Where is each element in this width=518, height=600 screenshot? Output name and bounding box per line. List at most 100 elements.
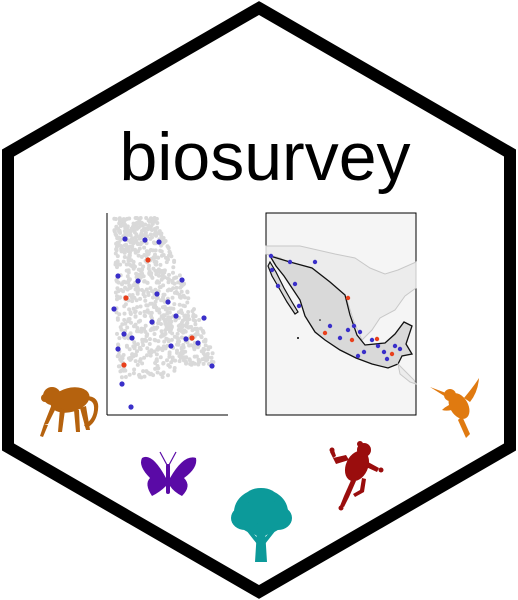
cloud-point [135, 342, 140, 347]
cloud-point [153, 303, 157, 308]
blue-points-right [268, 253, 403, 362]
blue-point [156, 239, 162, 245]
blue-point [287, 259, 293, 265]
cloud-point [197, 318, 202, 322]
red-point [189, 335, 195, 341]
cloud-point [117, 336, 122, 341]
cloud-point [149, 224, 154, 229]
cloud-point [115, 317, 120, 322]
blue-point [122, 236, 128, 242]
cloud-point [148, 286, 153, 291]
cloud-point [142, 253, 147, 257]
cloud-point [135, 291, 140, 296]
blue-point [135, 278, 141, 284]
cloud-point [165, 358, 169, 363]
cloud-point [154, 280, 159, 285]
cloud-point [142, 294, 147, 299]
cloud-point [149, 348, 154, 353]
cloud-point [151, 295, 155, 300]
cloud-point [175, 331, 180, 336]
hummingbird-icon [430, 378, 479, 438]
cloud-point [122, 229, 127, 233]
blue-point [183, 336, 189, 342]
cloud-point [135, 362, 140, 367]
cloud-point [143, 298, 148, 303]
cloud-point [159, 329, 164, 334]
cloud-point [120, 322, 125, 327]
cloud-point [145, 280, 150, 285]
blue-point [397, 346, 403, 352]
cloud-point [181, 293, 186, 298]
blue-point [269, 267, 275, 273]
cloud-point [118, 230, 123, 235]
cloud-point [129, 258, 134, 263]
cloud-point [114, 245, 119, 249]
blue-point [357, 329, 363, 335]
blue-points-left [111, 236, 215, 410]
cloud-point [191, 314, 196, 319]
cloud-point [158, 248, 163, 253]
red-point [145, 257, 151, 263]
cloud-point [149, 371, 154, 376]
baja-california [267, 260, 299, 315]
red-point [345, 295, 351, 301]
cloud-point [122, 304, 127, 309]
cloud-point [175, 291, 180, 296]
cloud-point [164, 260, 169, 265]
cloud-point [128, 312, 133, 316]
cloud-point [179, 347, 184, 351]
blue-point [337, 335, 343, 341]
cloud-point [183, 359, 188, 364]
cloud-point [127, 347, 132, 352]
cloud-point [136, 267, 141, 272]
cloud-point [176, 327, 181, 332]
cloud-point [114, 310, 119, 315]
cloud-point [146, 290, 151, 295]
blue-point [384, 356, 390, 362]
cloud-point [155, 364, 160, 368]
cloud-point [174, 285, 179, 290]
cloud-point [125, 325, 130, 330]
cloud-point [172, 258, 177, 263]
cloud-point [119, 244, 124, 248]
cloud-point [170, 331, 175, 336]
cloud-point [152, 337, 157, 342]
cloud-point [151, 240, 156, 245]
cloud-point [160, 348, 165, 353]
cloud-point [163, 328, 168, 333]
red-point [374, 336, 380, 342]
cloud-point [127, 216, 132, 221]
cloud-point [199, 334, 204, 339]
cloud-point [162, 268, 167, 273]
cloud-point [159, 253, 164, 258]
cloud-point [133, 309, 138, 314]
red-point [123, 295, 129, 301]
blue-point [201, 315, 207, 321]
cloud-point [122, 311, 127, 316]
cloud-point [211, 360, 216, 365]
cloud-point [135, 305, 140, 310]
cloud-point [154, 326, 159, 331]
central-america-outline [397, 362, 417, 385]
cloud-point [125, 344, 129, 349]
cloud-point [150, 301, 154, 306]
cloud-point [161, 283, 166, 288]
cloud-point [186, 313, 191, 318]
cloud-point [177, 273, 182, 278]
cloud-point [139, 288, 144, 292]
cloud-point [151, 217, 156, 222]
cloud-point [143, 222, 148, 227]
cloud-point [162, 339, 167, 344]
cloud-point [135, 242, 140, 247]
cloud-point [137, 359, 142, 364]
cloud-point [152, 232, 157, 237]
cloud-point [150, 289, 154, 294]
cloud-point [186, 325, 191, 330]
cloud-point [177, 302, 182, 307]
cloud-point [145, 353, 149, 358]
cloud-point [158, 355, 163, 360]
cloud-point [160, 333, 165, 338]
cloud-point [191, 345, 196, 350]
cloud-point [192, 307, 196, 312]
